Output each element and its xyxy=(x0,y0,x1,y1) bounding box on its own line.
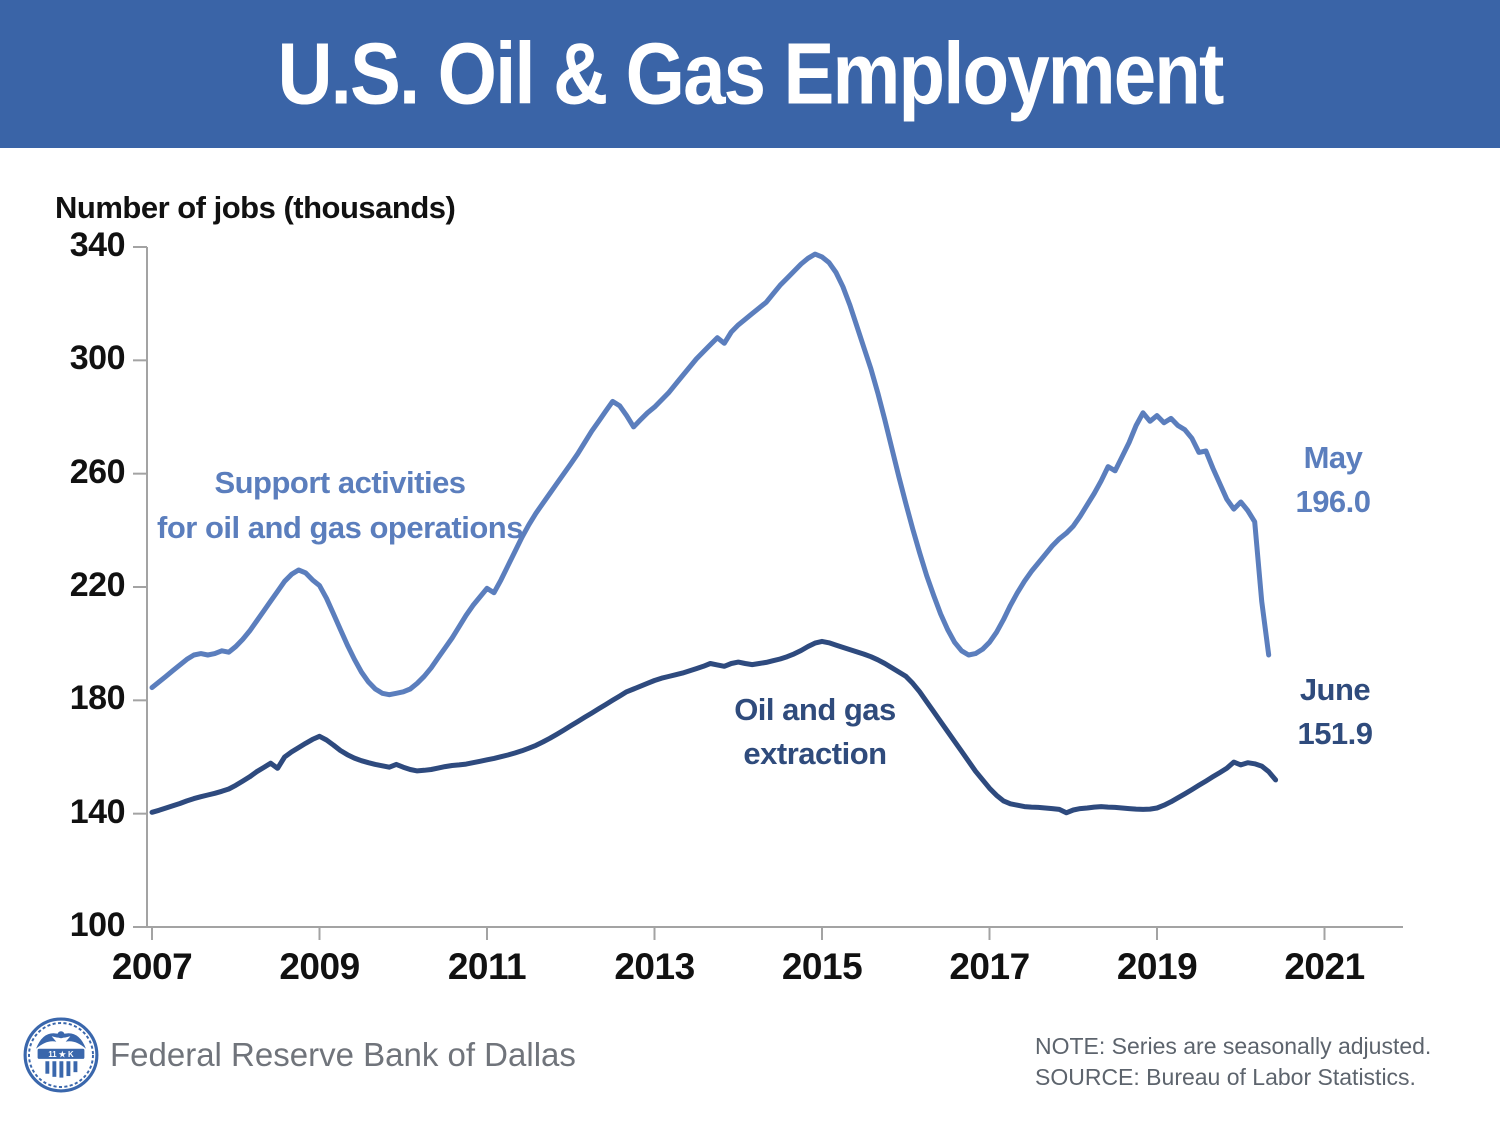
x-tick-label: 2019 xyxy=(1116,946,1198,987)
support-latest-month: May xyxy=(1303,440,1363,475)
support-latest-value: 196.0 xyxy=(1295,484,1371,519)
x-tick-label: 2017 xyxy=(949,946,1030,987)
y-tick-label: 180 xyxy=(69,679,126,718)
y-tick-label: 100 xyxy=(69,906,126,944)
page-title: U.S. Oil & Gas Employment xyxy=(277,26,1224,123)
y-tick-label: 300 xyxy=(69,339,126,378)
support-series-label-line1: Support activities xyxy=(214,465,466,500)
eagle-icon xyxy=(36,1033,86,1049)
y-axis-title: Number of jobs (thousands) xyxy=(55,190,456,225)
extraction-series-label: Oil and gas extraction xyxy=(665,688,965,776)
extraction-latest-annotation: June 151.9 xyxy=(1260,668,1410,756)
support-latest-annotation: May 196.0 xyxy=(1258,436,1408,524)
support-series-label-line2: for oil and gas operations xyxy=(157,510,523,545)
y-tick-label: 260 xyxy=(69,452,126,491)
source-line: SOURCE: Bureau of Labor Statistics. xyxy=(1035,1064,1416,1090)
support-series-line xyxy=(149,251,1272,698)
extraction-series-label-line1: Oil and gas xyxy=(734,692,896,727)
extraction-series-line xyxy=(149,638,1279,816)
federal-reserve-seal-icon: 11 ★ K xyxy=(23,1017,99,1093)
extraction-latest-month: June xyxy=(1299,672,1371,707)
axes xyxy=(133,246,1403,940)
x-tick-label: 2009 xyxy=(279,946,360,987)
extraction-latest-value: 151.9 xyxy=(1297,716,1373,751)
footer-bank-name: Federal Reserve Bank of Dallas xyxy=(110,1036,576,1073)
title-banner: U.S. Oil & Gas Employment xyxy=(0,0,1500,148)
x-tick-label: 2007 xyxy=(111,946,193,987)
y-tick-label: 140 xyxy=(69,792,126,831)
x-tick-label: 2013 xyxy=(614,946,695,987)
footer-notes: NOTE: Series are seasonally adjusted. SO… xyxy=(1035,1031,1431,1093)
x-tick-label: 2015 xyxy=(781,946,863,987)
x-tick-label: 2021 xyxy=(1284,946,1365,987)
y-tick-label: 220 xyxy=(69,566,126,604)
extraction-series-label-line2: extraction xyxy=(743,736,887,771)
note-line: NOTE: Series are seasonally adjusted. xyxy=(1035,1033,1432,1059)
seal-district-text: 11 ★ K xyxy=(48,1050,74,1059)
support-series-label: Support activities for oil and gas opera… xyxy=(135,460,545,550)
x-tick-label: 2011 xyxy=(447,946,527,987)
y-tick-label: 340 xyxy=(69,226,126,264)
